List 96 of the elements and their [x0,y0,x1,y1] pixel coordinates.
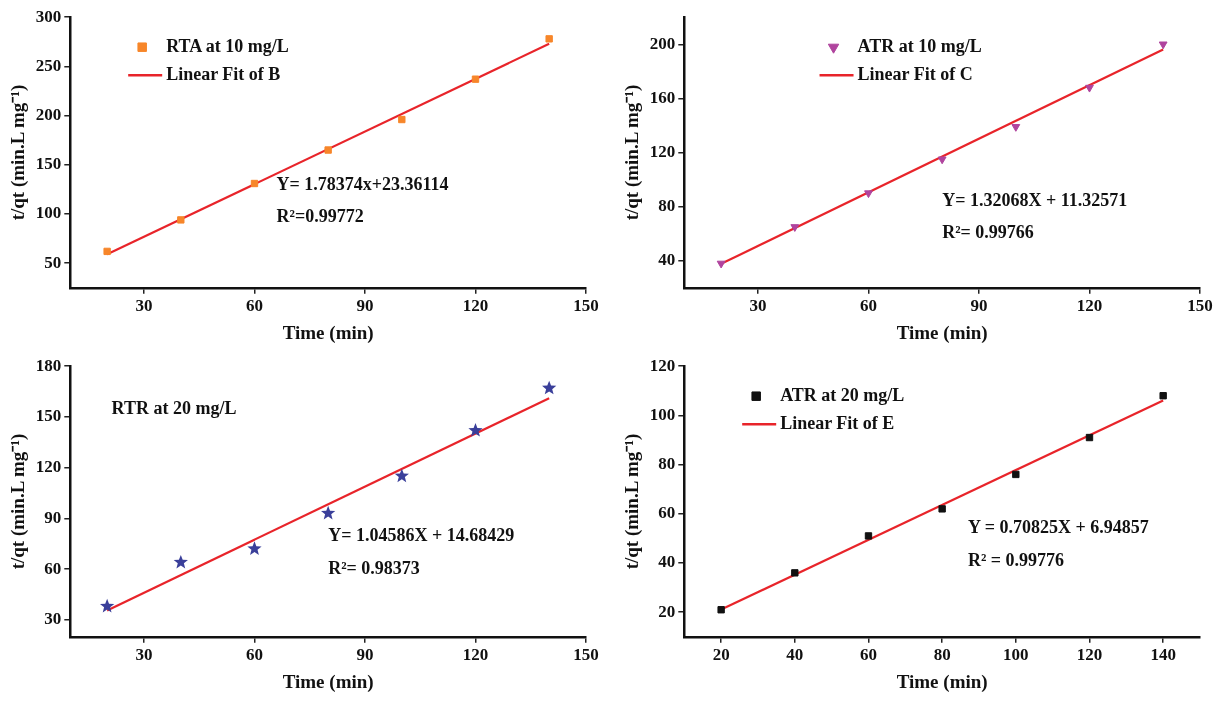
point [716,260,726,269]
point [250,179,259,188]
y-tick-label: 120 [649,141,676,161]
legend-label: Linear Fit of B [166,63,281,84]
point [1012,470,1020,479]
y-tick-label: 120 [35,457,62,477]
point [1158,41,1168,50]
annotation: R²= 0.99766 [942,222,1034,243]
x-tick-label: 150 [573,645,599,665]
point [1085,84,1094,93]
y-tick-label: 40 [658,552,676,572]
point [468,422,483,437]
x-tick-label: 60 [245,645,263,665]
point [937,156,947,165]
x-tick-label: 150 [1187,296,1213,316]
x-tick-label: 20 [712,645,730,665]
y-tick-label: 60 [658,503,676,523]
y-tick-label: 60 [44,558,62,578]
x-tick-label: 120 [462,645,489,665]
annotation: R² = 0.99776 [967,549,1065,570]
legend-label: Linear Fit of E [780,412,895,433]
y-tick-label: 80 [658,453,676,473]
x-tick-label: 60 [859,645,877,665]
annotation: RTR at 20 mg/L [111,398,237,419]
y-tick-label: 20 [658,601,676,621]
y-tick-label: 40 [658,250,676,270]
y-tick-label: 180 [35,355,62,375]
point [103,247,111,256]
y-tick-label: 120 [649,355,676,375]
point [247,541,262,555]
point [791,569,799,577]
annotation: R²= 0.98373 [328,557,420,578]
x-axis-title: Time (min) [282,321,374,344]
y-axis-title: t/qt (min.L mg⁻¹) [7,433,30,570]
annotation: Y= 1.04586X + 14.68429 [328,525,515,546]
x-tick-label: 80 [933,645,951,665]
annotation: R²=0.99772 [276,206,364,227]
y-axis-title: t/qt (min.L mg⁻¹) [7,84,30,221]
y-tick-label: 50 [44,252,62,272]
point [471,75,480,83]
x-tick-label: 90 [356,645,374,665]
point [864,190,873,199]
y-axis-title: t/qt (min.L mg⁻¹) [621,433,644,570]
x-tick-label: 120 [1076,645,1103,665]
y-axis-title: t/qt (min.L mg⁻¹) [621,84,644,221]
legend-label: RTA at 10 mg/L [166,35,289,56]
y-tick-label: 200 [649,33,676,53]
y-tick-label: 250 [35,55,62,75]
point [790,224,800,232]
x-tick-label: 90 [356,296,374,316]
annotation: Y= 1.78374x+23.36114 [276,173,449,194]
x-tick-label: 30 [749,296,767,316]
x-tick-label: 100 [1003,645,1029,665]
point [324,146,332,154]
point [1011,124,1021,132]
x-tick-label: 40 [786,645,804,665]
x-tick-label: 120 [462,296,489,316]
x-tick-label: 140 [1150,645,1176,665]
x-axis-title: Time (min) [896,321,988,344]
y-tick-label: 30 [44,609,62,629]
point [100,598,115,613]
point [394,468,409,483]
point [542,380,557,395]
y-tick-label: 300 [35,6,62,26]
x-tick-label: 60 [859,296,877,316]
legend-label: ATR at 10 mg/L [857,35,982,56]
point [1085,433,1094,442]
y-tick-label: 90 [44,507,62,527]
y-tick-label: 160 [649,87,676,107]
legend-label: ATR at 20 mg/L [780,384,905,405]
point [321,505,336,520]
x-axis-title: Time (min) [896,670,988,693]
x-axis-title: Time (min) [282,670,374,693]
point [864,532,873,540]
x-tick-label: 30 [135,296,153,316]
y-tick-label: 80 [658,196,676,216]
point [717,606,725,614]
y-tick-label: 150 [35,154,62,174]
y-tick-label: 100 [649,404,676,424]
y-tick-label: 100 [35,203,62,223]
x-tick-label: 120 [1076,296,1103,316]
x-tick-label: 150 [573,296,599,316]
x-tick-label: 60 [245,296,263,316]
y-tick-label: 150 [35,406,62,426]
x-tick-label: 30 [135,645,153,665]
x-tick-label: 90 [970,296,988,316]
point [1159,392,1167,400]
y-tick-label: 200 [35,104,62,124]
point [938,505,946,513]
legend-label: Linear Fit of C [857,63,973,84]
point [173,554,188,569]
annotation: Y = 0.70825X + 6.94857 [967,517,1149,538]
point [545,35,553,43]
point [177,216,185,224]
point [398,115,406,124]
annotation: Y= 1.32068X + 11.32571 [942,189,1128,210]
